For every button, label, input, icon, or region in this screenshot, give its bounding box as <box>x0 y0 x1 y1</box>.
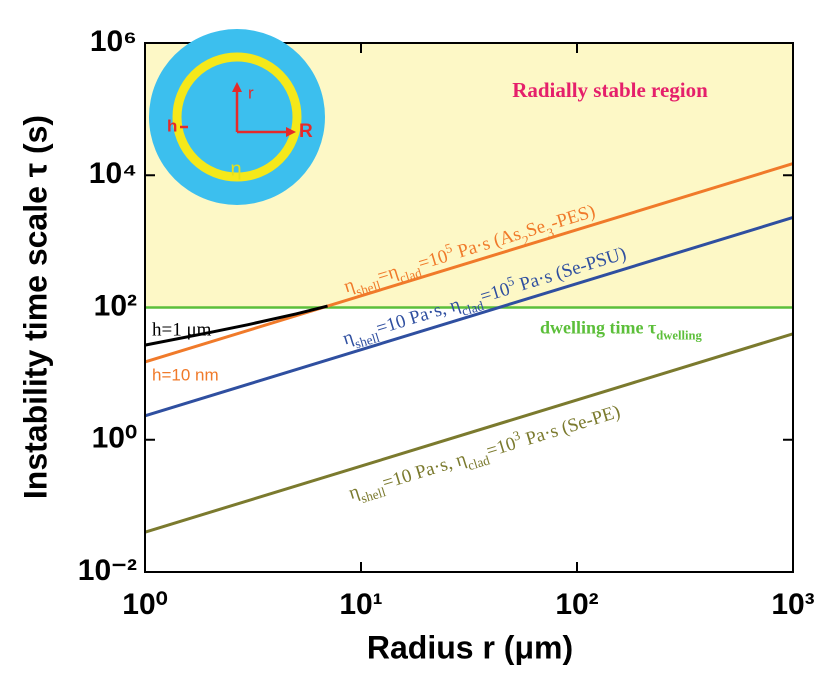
text-run: Pa·s (Se-PE) <box>519 402 623 452</box>
text-run: dwelling time τ <box>540 318 657 338</box>
y-tick-label: 10⁴ <box>89 157 137 190</box>
chart: Radially stable region10⁰10¹10²10³10⁻²10… <box>0 0 822 675</box>
threshold-label: dwelling time τdwelling <box>540 318 702 343</box>
x-tick-label: 10⁰ <box>122 588 167 621</box>
text-run: h=1 μm <box>152 320 212 341</box>
inset-label: R <box>299 121 313 142</box>
x-tick-label: 10³ <box>771 588 814 621</box>
inset-label: η <box>230 158 241 180</box>
subscript: dwelling <box>656 328 702 342</box>
x-tick-label: 10² <box>555 588 598 621</box>
region-label: Radially stable region <box>512 78 708 102</box>
inset-diagram: r R h η <box>149 29 325 205</box>
y-axis-label: Instability time scale τ (s) <box>17 115 53 499</box>
series-label: ηshell=10 Pa·s, ηclad=103 Pa·s (Se-PE) <box>345 397 624 508</box>
inset-label: h <box>167 116 177 135</box>
x-tick-label: 10¹ <box>339 588 382 621</box>
x-axis-label: Radius r (μm) <box>367 629 573 665</box>
y-tick-label: 10⁰ <box>92 422 137 455</box>
series-label: h=1 μm <box>152 320 212 341</box>
y-tick-label: 10⁶ <box>90 25 137 58</box>
page: Radially stable region10⁰10¹10²10³10⁻²10… <box>0 0 822 675</box>
series-line <box>145 334 793 532</box>
y-tick-label: 10⁻² <box>78 554 137 587</box>
series-tag: h=10 nm <box>152 365 219 384</box>
inset-label: r <box>248 83 254 102</box>
y-tick-label: 10² <box>94 289 137 322</box>
